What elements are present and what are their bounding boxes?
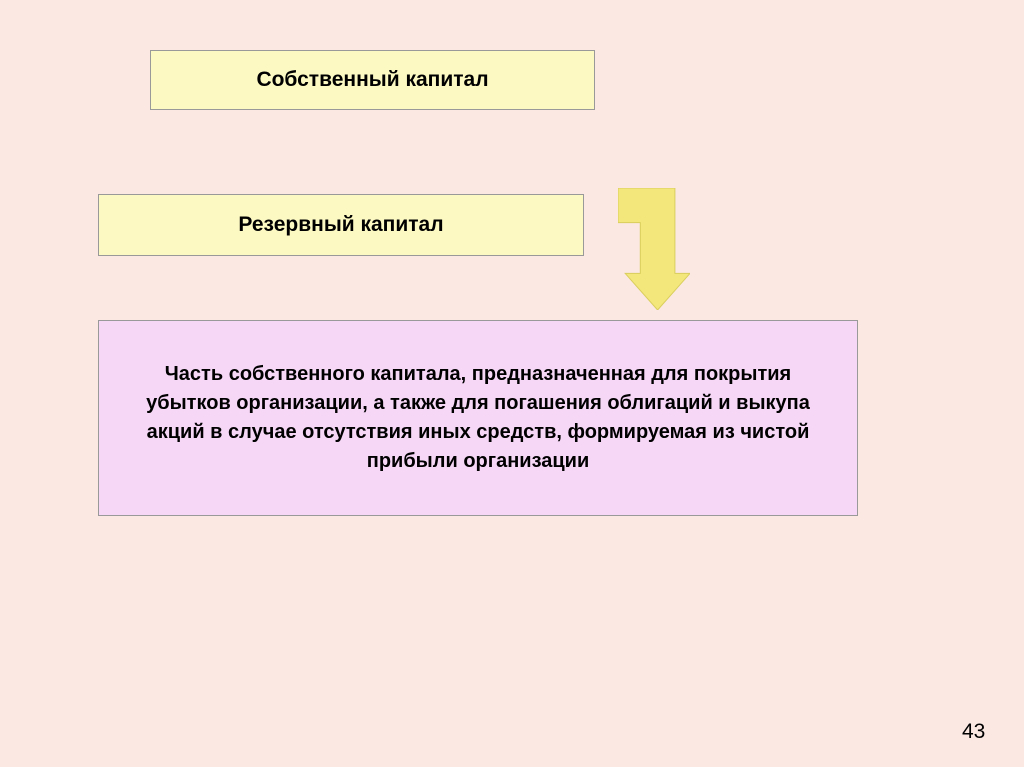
definition-text: Часть собственного капитала, предназначе…: [129, 360, 827, 476]
page-number-text: 43: [962, 720, 985, 743]
subtitle-box: Резервный капитал: [98, 194, 584, 256]
title-box: Собственный капитал: [150, 50, 595, 110]
page-number: 43: [962, 720, 985, 744]
title-text: Собственный капитал: [256, 68, 488, 92]
subtitle-text: Резервный капитал: [238, 213, 443, 237]
down-arrow: [618, 188, 690, 310]
definition-box: Часть собственного капитала, предназначе…: [98, 320, 858, 516]
